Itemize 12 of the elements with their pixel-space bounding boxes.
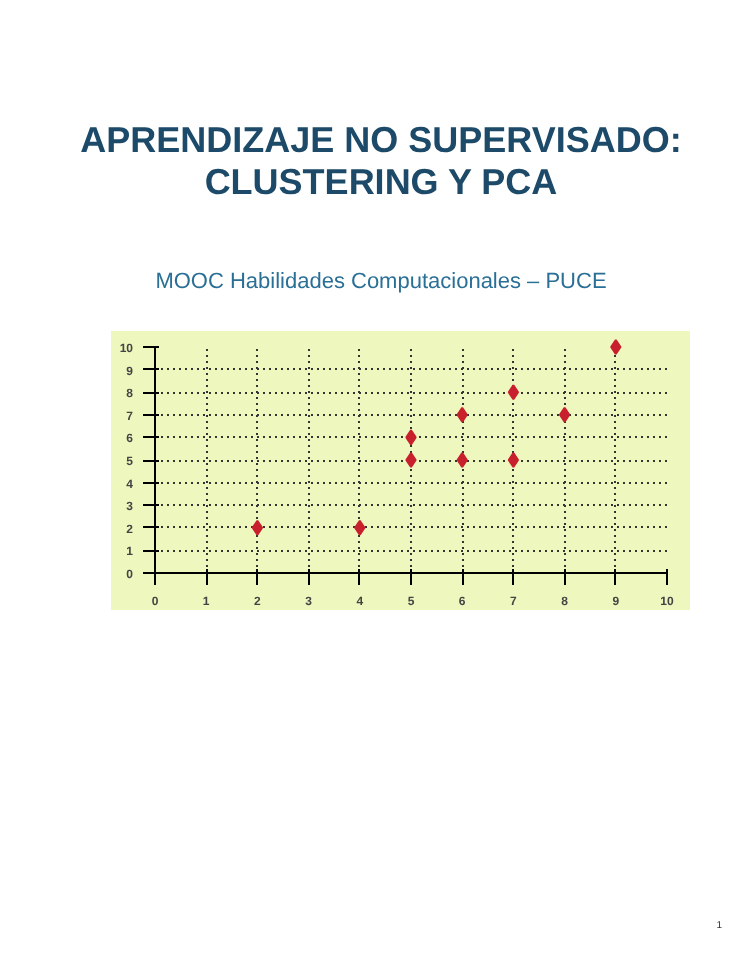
point <box>610 339 622 355</box>
point <box>507 384 520 401</box>
point <box>405 429 417 446</box>
point <box>558 406 571 423</box>
point <box>456 452 468 468</box>
chart-subtitle: MOOC Habilidades Computacionales – PUCE <box>155 268 607 298</box>
point <box>507 452 520 468</box>
chart-title: APRENDIZAJE NO SUPERVISADO: CLUSTERING Y PCA <box>78 120 684 204</box>
point <box>251 519 264 536</box>
point <box>456 406 468 423</box>
point <box>405 452 417 468</box>
point <box>354 519 366 536</box>
